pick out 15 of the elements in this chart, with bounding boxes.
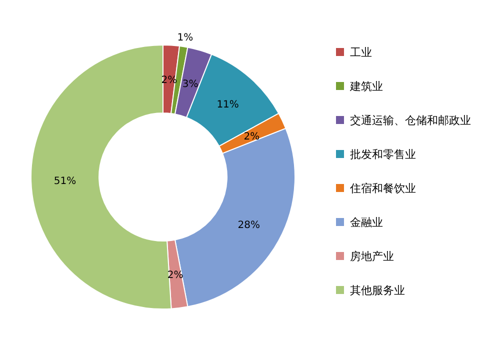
legend-label: 房地产业 [350, 250, 394, 263]
legend-label: 工业 [350, 46, 372, 59]
data-label: 28% [238, 220, 260, 232]
legend-label: 批发和零售业 [350, 148, 416, 161]
legend-label: 金融业 [350, 216, 383, 229]
legend-label: 交通运输、仓储和邮政业 [350, 114, 471, 127]
data-label: 1% [177, 32, 194, 44]
data-label: 3% [182, 78, 198, 90]
data-label: 2% [167, 270, 184, 282]
data-label: 51% [54, 176, 76, 188]
data-label: 2% [244, 131, 260, 142]
data-label: 11% [216, 99, 239, 110]
legend-label: 建筑业 [349, 80, 383, 93]
legend-label: 住宿和餐饮业 [350, 182, 416, 195]
legend-label: 其他服务业 [350, 284, 405, 297]
